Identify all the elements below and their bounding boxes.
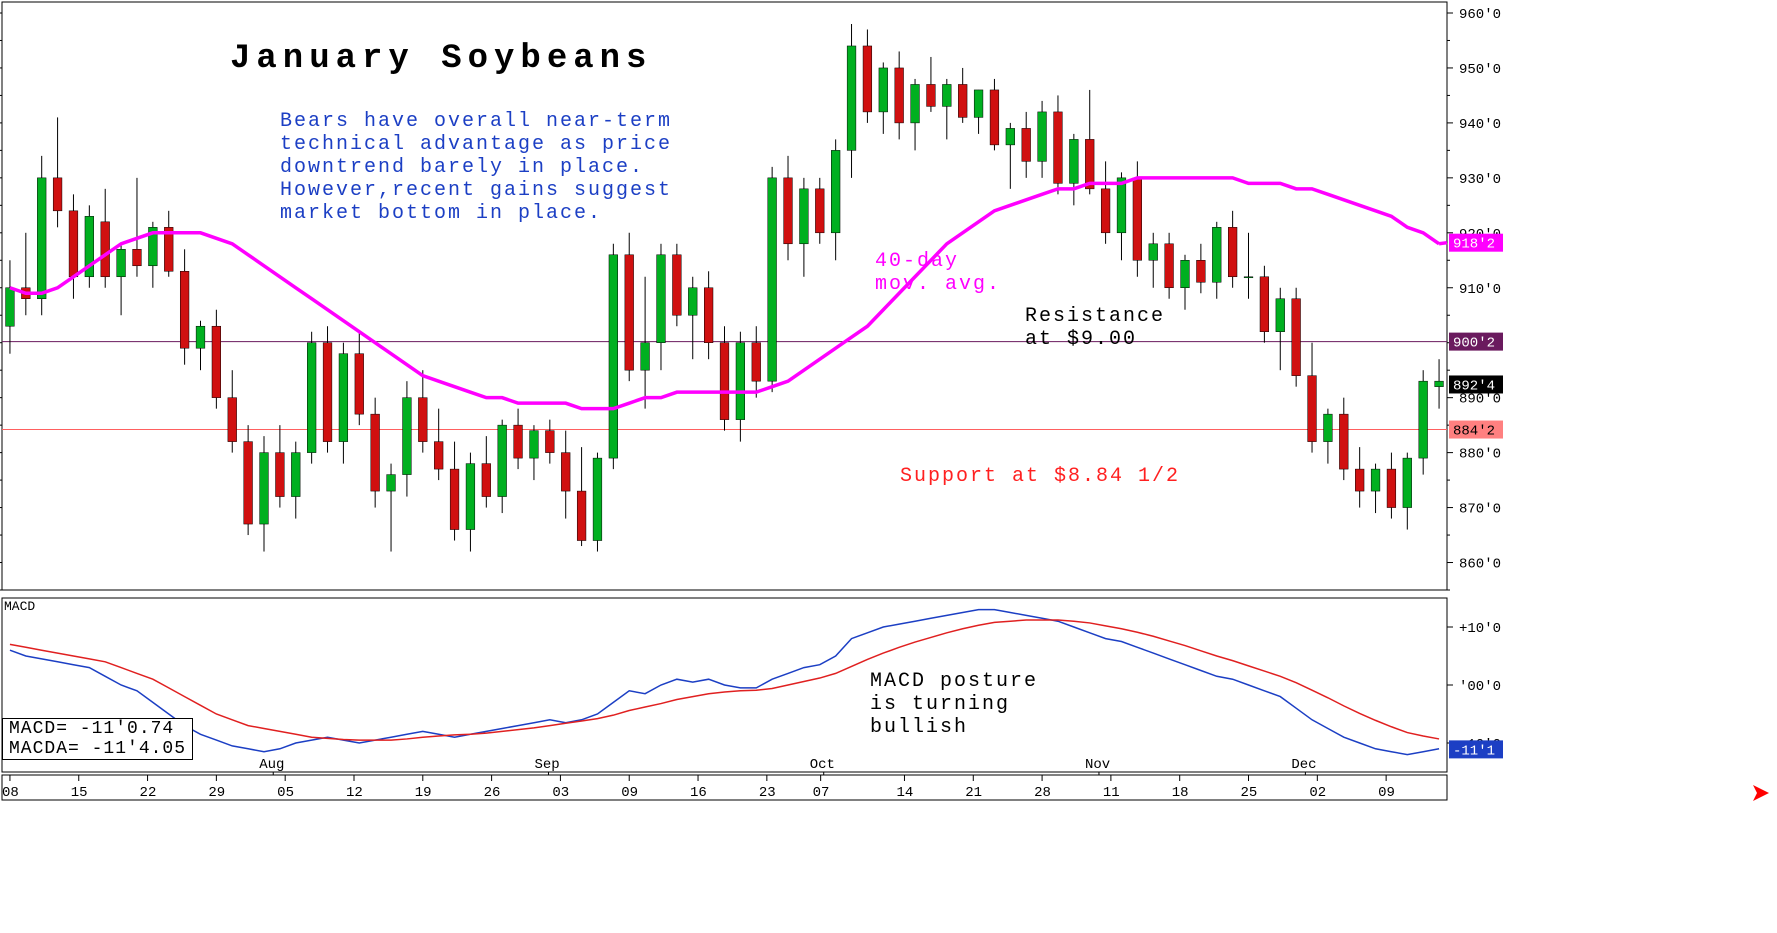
svg-text:930'0: 930'0 xyxy=(1459,172,1501,188)
svg-text:Nov: Nov xyxy=(1085,757,1110,773)
svg-text:03: 03 xyxy=(552,785,569,801)
svg-text:Dec: Dec xyxy=(1291,757,1316,773)
svg-text:960'0: 960'0 xyxy=(1459,7,1501,23)
svg-text:12: 12 xyxy=(346,785,363,801)
commentary-text: Bears have overall near-term technical a… xyxy=(280,110,672,225)
svg-text:28: 28 xyxy=(1034,785,1051,801)
svg-text:15: 15 xyxy=(71,785,88,801)
svg-text:22: 22 xyxy=(140,785,157,801)
svg-text:+10'0: +10'0 xyxy=(1459,621,1501,637)
svg-text:07: 07 xyxy=(813,785,830,801)
svg-text:02: 02 xyxy=(1309,785,1326,801)
svg-text:23: 23 xyxy=(759,785,776,801)
svg-text:-11'1: -11'1 xyxy=(1453,743,1495,759)
ma-label: 40-day mov. avg. xyxy=(875,250,1001,296)
svg-text:05: 05 xyxy=(277,785,294,801)
svg-text:16: 16 xyxy=(690,785,707,801)
resistance-label: Resistance at $9.00 xyxy=(1025,305,1165,351)
svg-text:900'2: 900'2 xyxy=(1453,336,1495,352)
svg-text:21: 21 xyxy=(965,785,982,801)
svg-text:'00'0: '00'0 xyxy=(1459,679,1501,695)
chart-svg: MACD860'0870'0880'0890'0900'0910'0920'09… xyxy=(0,0,1777,910)
svg-text:918'2: 918'2 xyxy=(1453,237,1495,253)
svg-text:29: 29 xyxy=(208,785,225,801)
svg-text:09: 09 xyxy=(621,785,638,801)
svg-text:MACD: MACD xyxy=(4,599,35,614)
svg-text:950'0: 950'0 xyxy=(1459,62,1501,78)
svg-text:870'0: 870'0 xyxy=(1459,502,1501,518)
macda-value: MACDA= -11'4.05 xyxy=(9,739,186,759)
svg-text:09: 09 xyxy=(1378,785,1395,801)
svg-text:910'0: 910'0 xyxy=(1459,282,1501,298)
macd-comment: MACD posture is turning bullish xyxy=(870,670,1038,739)
svg-text:940'0: 940'0 xyxy=(1459,117,1501,133)
chart-container: MACD860'0870'0880'0890'0900'0910'0920'09… xyxy=(0,0,1447,910)
svg-text:18: 18 xyxy=(1172,785,1189,801)
chart-title: January Soybeans xyxy=(230,40,652,78)
svg-text:19: 19 xyxy=(415,785,432,801)
svg-text:08: 08 xyxy=(2,785,19,801)
svg-text:884'2: 884'2 xyxy=(1453,424,1495,440)
svg-text:Aug: Aug xyxy=(259,757,284,773)
scroll-right-arrow-icon[interactable] xyxy=(1747,783,1771,803)
svg-text:Oct: Oct xyxy=(810,757,835,773)
svg-text:860'0: 860'0 xyxy=(1459,557,1501,573)
svg-text:26: 26 xyxy=(484,785,501,801)
svg-text:880'0: 880'0 xyxy=(1459,447,1501,463)
macd-readout: MACD= -11'0.74 MACDA= -11'4.05 xyxy=(2,718,193,760)
svg-text:892'4: 892'4 xyxy=(1453,378,1495,394)
svg-text:25: 25 xyxy=(1241,785,1258,801)
svg-text:Sep: Sep xyxy=(534,757,559,773)
svg-text:11: 11 xyxy=(1103,785,1120,801)
macd-value: MACD= -11'0.74 xyxy=(9,719,186,739)
support-label: Support at $8.84 1/2 xyxy=(900,465,1180,488)
svg-text:14: 14 xyxy=(896,785,913,801)
